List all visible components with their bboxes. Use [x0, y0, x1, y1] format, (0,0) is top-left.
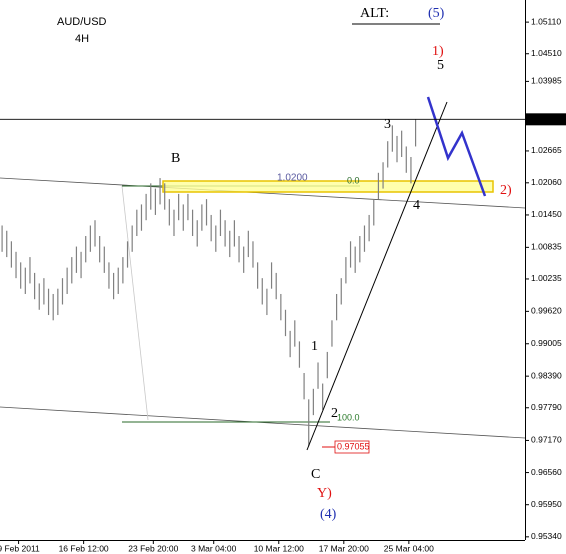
timeframe: 4H: [75, 33, 89, 45]
last-price-box: [526, 113, 566, 126]
annotation: B: [171, 151, 180, 166]
target-zone: [162, 180, 494, 193]
trend-line: [306, 101, 448, 451]
y-tick-label: 0.99620: [531, 306, 562, 316]
x-tick-label: 9 Feb 2011: [0, 543, 40, 553]
annotation: C: [311, 467, 320, 482]
annotation: 2: [331, 406, 338, 421]
y-tick-label: 1.05110: [531, 16, 561, 26]
x-tick-label: 10 Mar 12:00: [254, 543, 304, 553]
annotation: 2): [500, 183, 512, 198]
y-tick-label: 1.03985: [531, 76, 562, 86]
y-tick-label: 0.99005: [531, 338, 562, 348]
annotation: 1): [432, 44, 444, 59]
price-bars: [1, 119, 417, 447]
annotation: 0.0: [347, 175, 360, 185]
y-tick-label: 1.00835: [531, 242, 562, 252]
annotation: ALT:: [360, 6, 389, 21]
annotation: (4): [320, 507, 337, 522]
y-tick-label: 1.00235: [531, 273, 562, 283]
y-tick-label: 1.01450: [531, 209, 562, 219]
y-tick-label: 1.04510: [531, 48, 562, 58]
x-tick-label: 25 Mar 04:00: [384, 543, 434, 553]
annotation: 1: [311, 339, 318, 354]
projection-path: [426, 96, 487, 197]
annotation: 1.0200: [277, 173, 308, 184]
y-tick-label: 0.95950: [531, 499, 562, 509]
y-tick-label: 0.95340: [531, 531, 562, 541]
chart-title: AUD/USD: [57, 16, 107, 28]
annotation: (5): [428, 6, 445, 21]
annotation: 0.97055: [337, 441, 370, 451]
last-price-label: 1.03265: [530, 114, 561, 124]
low-label-box: [334, 440, 370, 454]
annotation: 100.0: [337, 412, 360, 422]
y-tick-label: 0.97790: [531, 402, 562, 412]
annotation: Y): [317, 486, 332, 501]
y-tick-label: 0.98390: [531, 370, 562, 380]
annotation: 3: [384, 117, 391, 132]
x-tick-label: 3 Mar 04:00: [191, 543, 237, 553]
x-tick-label: 23 Feb 20:00: [128, 543, 178, 553]
x-tick-label: 17 Mar 20:00: [319, 543, 369, 553]
y-tick-label: 1.02060: [531, 177, 562, 187]
y-tick-label: 0.96560: [531, 467, 562, 477]
fib-guide: [121, 185, 149, 421]
annotation: 5: [437, 58, 444, 73]
y-tick-label: 1.02665: [531, 145, 562, 155]
y-tick-label: 0.97170: [531, 435, 562, 445]
x-tick-label: 16 Feb 12:00: [59, 543, 109, 553]
channel-upper: [0, 177, 526, 209]
annotation: 4: [413, 198, 420, 213]
